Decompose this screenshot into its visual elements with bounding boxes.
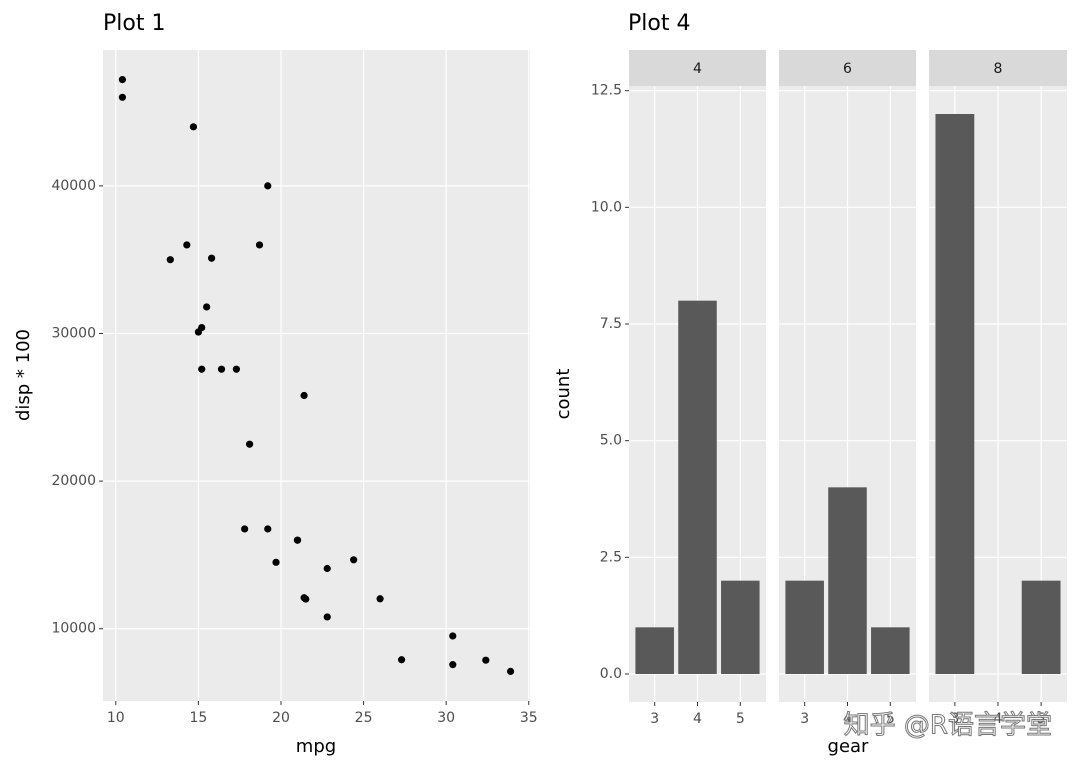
strip-background — [629, 50, 766, 86]
point — [323, 564, 331, 573]
panel-background — [103, 50, 530, 701]
point — [217, 365, 226, 373]
point — [118, 93, 127, 101]
point — [203, 303, 211, 311]
bar — [678, 300, 717, 674]
x-axis-label: mpg — [296, 736, 336, 757]
chart-title: Plot 4 — [628, 11, 690, 36]
point — [350, 556, 358, 564]
x-tick-label: 3 — [950, 711, 959, 727]
x-tick-label: 4 — [843, 711, 852, 727]
bar — [871, 627, 910, 674]
x-axis-label: gear — [828, 736, 870, 757]
x-tick-label: 5 — [1037, 711, 1046, 727]
y-tick-label: 20000 — [51, 473, 96, 489]
y-axis-label: disp * 100 — [13, 329, 34, 421]
y-tick-label: 40000 — [51, 178, 96, 194]
y-tick-label: 10000 — [51, 621, 96, 637]
point — [255, 241, 264, 249]
bar — [828, 487, 867, 674]
point — [376, 595, 384, 603]
point — [323, 613, 331, 621]
point — [198, 365, 206, 373]
watermark: 知乎 @R语言学堂 — [844, 711, 1052, 741]
point — [293, 536, 302, 544]
point — [183, 241, 191, 249]
point — [246, 440, 254, 448]
x-tick-label: 15 — [189, 710, 207, 726]
x-tick-label: 30 — [437, 710, 455, 726]
x-tick-label: 10 — [107, 710, 125, 726]
x-tick-label: 4 — [693, 711, 702, 727]
bar — [785, 580, 824, 674]
x-tick-label: 35 — [520, 710, 538, 726]
strip-label: 6 — [843, 61, 852, 77]
point — [397, 656, 406, 664]
point — [189, 123, 198, 131]
point — [264, 525, 272, 533]
x-tick-label: 20 — [272, 710, 290, 726]
point — [300, 391, 308, 400]
bar — [935, 114, 975, 674]
y-tick-label: 10.0 — [591, 199, 622, 215]
strip-label: 8 — [994, 61, 1003, 77]
point — [232, 365, 240, 373]
strip-background — [929, 50, 1067, 86]
strip-label: 4 — [693, 61, 702, 77]
x-tick-label: 25 — [355, 710, 373, 726]
x-tick-label: 3 — [800, 711, 809, 727]
x-tick-label: 5 — [736, 711, 745, 727]
point — [208, 254, 216, 262]
point — [506, 667, 515, 676]
point — [118, 75, 127, 84]
y-tick-label: 30000 — [51, 326, 96, 342]
point — [449, 661, 457, 669]
y-tick-label: 2.5 — [600, 549, 622, 565]
x-tick-label: 3 — [650, 711, 659, 727]
point — [482, 656, 490, 664]
y-tick-label: 0.0 — [600, 666, 622, 682]
x-tick-label: 4 — [994, 711, 1003, 727]
bar — [1021, 580, 1061, 674]
bar — [635, 627, 674, 674]
point — [300, 594, 308, 602]
y-tick-label: 12.5 — [591, 83, 622, 99]
chart-title: Plot 1 — [103, 11, 165, 36]
y-axis-label: count — [553, 369, 574, 420]
point — [194, 328, 202, 336]
y-tick-label: 7.5 — [600, 316, 622, 332]
point — [241, 525, 249, 533]
y-tick-label: 5.0 — [600, 433, 622, 449]
strip-background — [779, 50, 916, 86]
point — [166, 256, 174, 264]
point — [264, 182, 272, 190]
x-tick-label: 5 — [886, 711, 895, 727]
point — [449, 632, 457, 640]
bar — [721, 580, 760, 674]
point — [272, 558, 280, 566]
